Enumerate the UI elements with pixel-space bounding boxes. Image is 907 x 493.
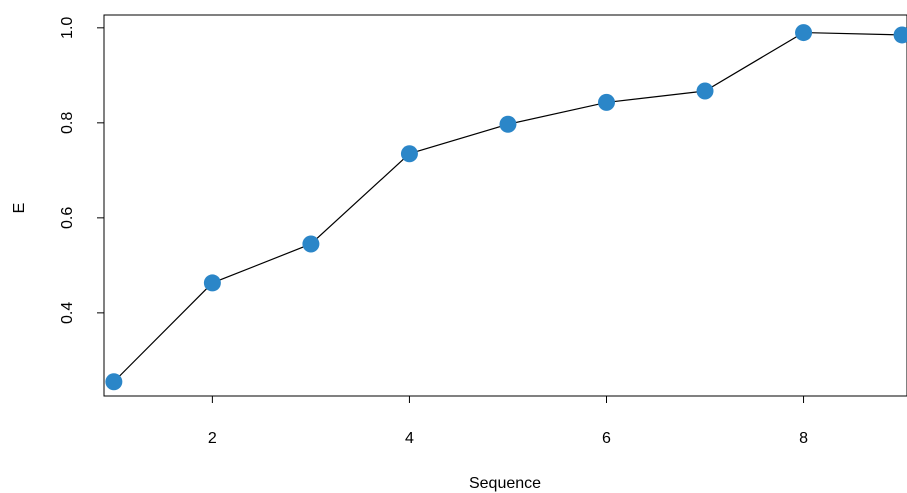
y-axis: 0.4 0.6 0.8 1.0 bbox=[59, 17, 105, 324]
data-point bbox=[597, 93, 615, 111]
data-point bbox=[105, 373, 123, 391]
y-axis-title: E bbox=[11, 203, 28, 214]
x-axis-title: Sequence bbox=[469, 475, 541, 492]
series-layer bbox=[105, 24, 907, 391]
plot-frame bbox=[103, 14, 907, 397]
data-point bbox=[893, 26, 907, 44]
data-point bbox=[203, 274, 221, 292]
x-tick-label: 2 bbox=[208, 430, 217, 447]
y-tick-label: 0.4 bbox=[59, 302, 76, 324]
x-tick-label: 4 bbox=[405, 430, 414, 447]
x-tick-label: 8 bbox=[799, 430, 808, 447]
y-tick-label: 0.6 bbox=[59, 207, 76, 229]
x-tick-label: 6 bbox=[602, 430, 611, 447]
data-point bbox=[696, 82, 714, 100]
data-point bbox=[400, 145, 418, 163]
y-tick-label: 0.8 bbox=[59, 112, 76, 134]
y-tick-label: 1.0 bbox=[59, 17, 76, 39]
data-point bbox=[795, 24, 813, 42]
series-line bbox=[113, 31, 903, 383]
x-axis: 2 4 6 8 bbox=[208, 395, 808, 447]
data-point bbox=[499, 115, 517, 133]
data-point bbox=[302, 235, 320, 253]
